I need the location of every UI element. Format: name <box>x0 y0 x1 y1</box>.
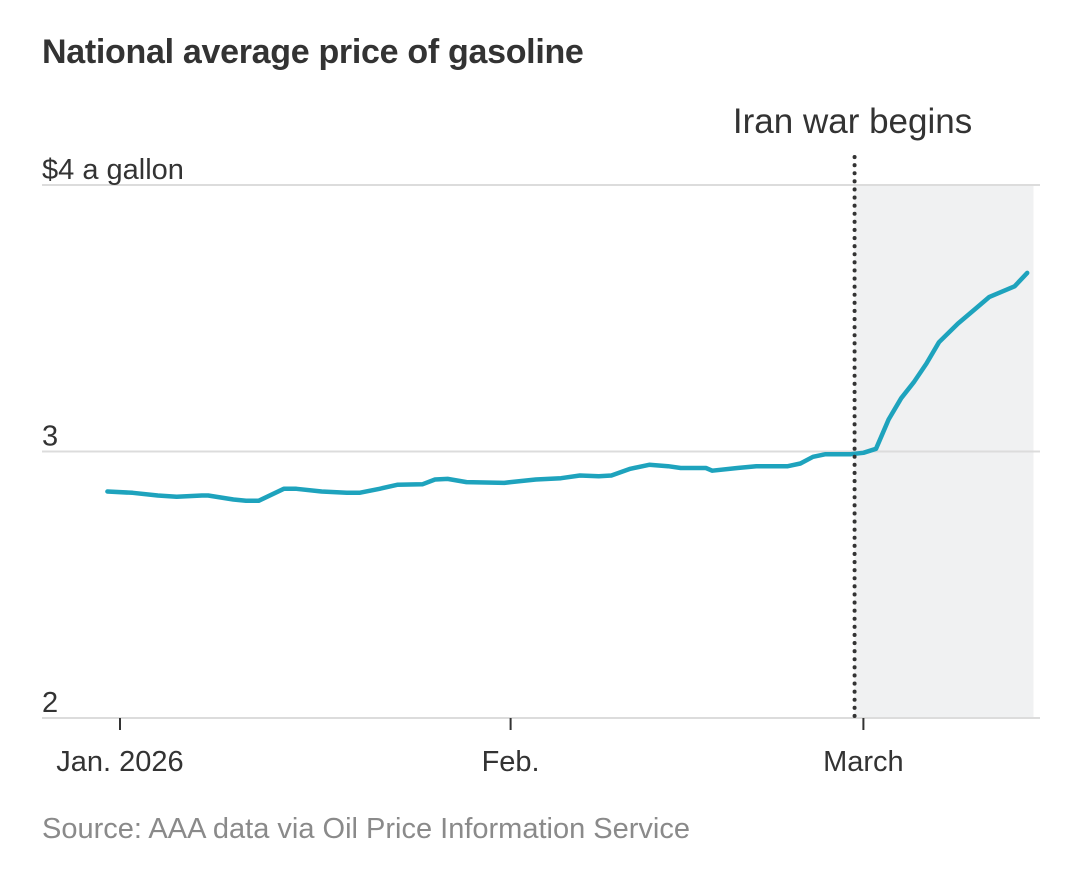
x-tick-label: Jan. 2026 <box>56 746 183 778</box>
x-tick-label: Feb. <box>482 746 540 778</box>
x-tick-label: March <box>823 746 904 778</box>
y-axis-labels: $4 a gallon 3 2 <box>42 154 184 719</box>
source-note: Source: AAA data via Oil Price Informati… <box>42 813 690 845</box>
chart-title: National average price of gasoline <box>42 33 584 71</box>
price-line <box>105 270 1030 504</box>
y-tick-label: 3 <box>42 421 58 453</box>
y-tick-label: $4 a gallon <box>42 154 184 186</box>
x-axis: Jan. 2026 Feb. March <box>56 718 904 778</box>
y-tick-label: 2 <box>42 687 58 719</box>
annotation-label: Iran war begins <box>733 102 972 141</box>
